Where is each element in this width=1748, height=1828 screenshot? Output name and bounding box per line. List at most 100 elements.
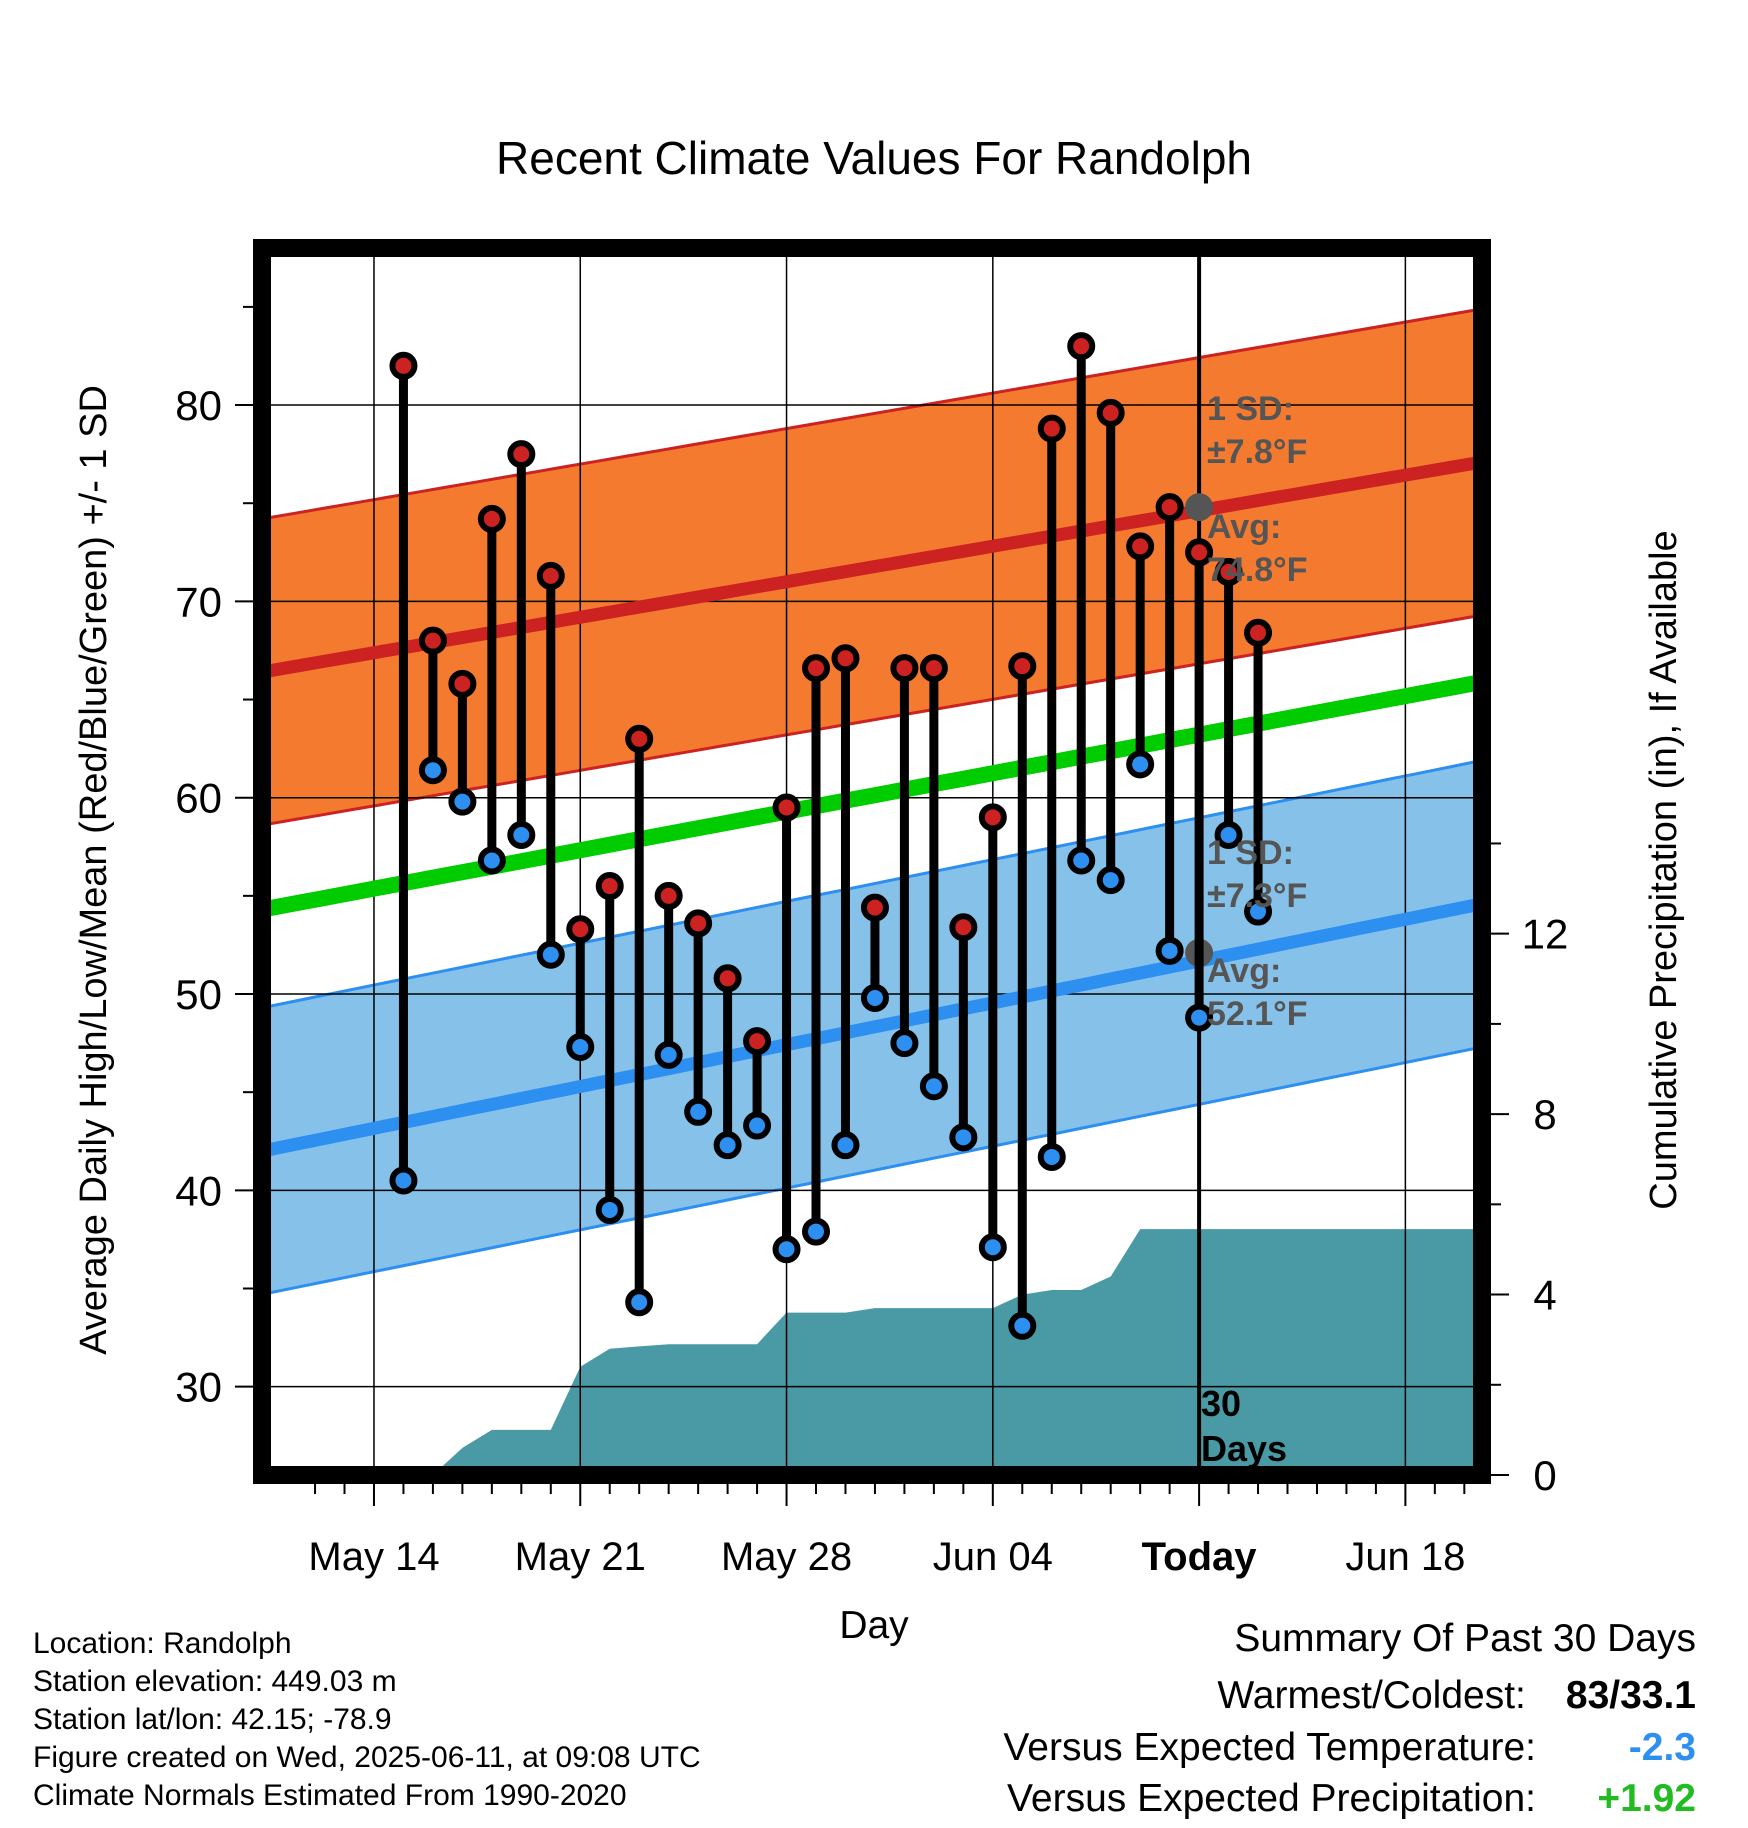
normal-low-line (260, 897, 1484, 1158)
x-axis-label: Day (839, 1604, 909, 1647)
daily-high-point (949, 913, 978, 942)
daily-high-point (713, 964, 742, 993)
daily-high-point (1214, 557, 1243, 586)
daily-low-point (831, 1131, 860, 1160)
y-tick-label: 30 (175, 1364, 222, 1411)
daily-low-point (654, 1040, 683, 1069)
daily-high-point (418, 626, 447, 655)
summary-title: Summary Of Past 30 Days (1234, 1617, 1696, 1660)
normal-mean-line (260, 674, 1484, 918)
x-tick-label: May 21 (515, 1535, 646, 1579)
daily-low-point (978, 1233, 1007, 1262)
daily-high-point (1185, 538, 1214, 567)
daily-low-point (860, 983, 889, 1012)
x-tick-label: Jun 04 (933, 1535, 1053, 1579)
daily-high-point (802, 654, 831, 683)
daily-high-point (978, 803, 1007, 832)
daily-high-point (625, 724, 654, 753)
daily-low-point (477, 846, 506, 875)
daily-low-point (743, 1111, 772, 1140)
low-sd-value: ±7.3°F (1207, 877, 1307, 915)
x-tick-label: Today (1142, 1535, 1258, 1579)
daily-low-point (1126, 750, 1155, 779)
daily-high-point (890, 654, 919, 683)
daily-high-point (1155, 493, 1184, 522)
y-tick-label: 60 (175, 775, 222, 822)
daily-low-point (1096, 866, 1125, 895)
daily-high-point (1244, 618, 1273, 647)
y-axis-label: Average Daily High/Low/Mean (Red/Blue/Gr… (73, 385, 115, 1355)
plot-area: 30 40 50 60 70 80 0 4 8 12 May 14 May 21 May 28 Jun 0… (175, 239, 1569, 1579)
created-text: Figure created on Wed, 2025-06-11, at 09… (33, 1741, 701, 1774)
station-info: Location: Randolph Station elevation: 44… (33, 1625, 701, 1815)
summary-warm-cold: Warmest/Coldest: 83/33.1 (1217, 1674, 1696, 1718)
y2-axis-label: Cumulative Precipitation (in), If Availa… (1643, 530, 1685, 1209)
precip-value: +1.92 (1597, 1777, 1696, 1820)
daily-high-point (860, 893, 889, 922)
today-high-normal-marker (1185, 493, 1214, 522)
daily-low-point (418, 756, 447, 785)
daily-high-point (684, 909, 713, 938)
daily-high-point (389, 351, 418, 380)
daily-low-point (448, 787, 477, 816)
daily-low-point (536, 940, 565, 969)
daily-low-point (389, 1166, 418, 1195)
daily-high-point (831, 644, 860, 673)
summary-temp: Versus Expected Temperature: -2.3 (1003, 1726, 1696, 1770)
daily-high-point (1067, 332, 1096, 361)
temp-value: -2.3 (1628, 1726, 1696, 1769)
location-text: Location: Randolph (33, 1627, 292, 1660)
y2-tick-label: 12 (1522, 911, 1569, 958)
daily-high-point (919, 654, 948, 683)
x-tick-label: Jun 18 (1345, 1535, 1465, 1579)
x-tick-label: May 14 (308, 1535, 439, 1579)
y-tick-label: 40 (175, 1167, 222, 1214)
daily-low-point (890, 1029, 919, 1058)
normal-high-line (260, 455, 1484, 679)
daily-low-point (1067, 846, 1096, 875)
daily-low-point (1155, 936, 1184, 965)
daily-low-point (1244, 897, 1273, 926)
daily-low-point (1037, 1142, 1066, 1171)
daily-high-point (654, 881, 683, 910)
daily-high-point (1126, 532, 1155, 561)
high-avg-value: 74.8°F (1207, 551, 1308, 589)
days-count: 30 (1201, 1383, 1241, 1424)
daily-high-point (507, 440, 536, 469)
normals-text: Climate Normals Estimated From 1990-2020 (33, 1779, 627, 1812)
y-tick-label: 80 (175, 382, 222, 429)
y2-tick-label: 8 (1533, 1091, 1556, 1138)
daily-low-point (949, 1123, 978, 1152)
daily-high-point (566, 915, 595, 944)
x-tick-label: May 28 (721, 1535, 852, 1579)
daily-low-point (595, 1195, 624, 1224)
daily-low-point (566, 1033, 595, 1062)
daily-low-point (772, 1235, 801, 1264)
daily-high-point (448, 669, 477, 698)
daily-high-point (477, 504, 506, 533)
daily-high-point (772, 793, 801, 822)
high-sd-label: 1 SD: (1207, 390, 1294, 428)
precip-area (432, 1229, 1482, 1475)
high-sd-upper (261, 307, 1483, 521)
daily-high-point (1037, 414, 1066, 443)
latlon-text: Station lat/lon: 42.15; -78.9 (33, 1703, 392, 1736)
y2-tick-label: 4 (1533, 1272, 1556, 1319)
low-avg-label: Avg: (1207, 952, 1281, 990)
y-tick-label: 70 (175, 578, 222, 625)
daily-low-point (1185, 1003, 1214, 1032)
elevation-text: Station elevation: 449.03 m (33, 1665, 397, 1698)
daily-low-point (625, 1288, 654, 1317)
daily-high-point (743, 1027, 772, 1056)
warm-cold-value: 83/33.1 (1565, 1674, 1696, 1717)
daily-high-point (1096, 398, 1125, 427)
y-tick-label: 50 (175, 971, 222, 1018)
summary-precip: Versus Expected Precipitation: +1.92 (1007, 1777, 1696, 1821)
precip-label: Versus Expected Precipitation: (1007, 1777, 1536, 1820)
high-sd-value: ±7.8°F (1207, 433, 1307, 471)
daily-low-point (713, 1131, 742, 1160)
daily-high-point (595, 872, 624, 901)
daily-low-point (802, 1217, 831, 1246)
daily-low-point (684, 1097, 713, 1126)
low-sd-upper (261, 758, 1483, 1010)
